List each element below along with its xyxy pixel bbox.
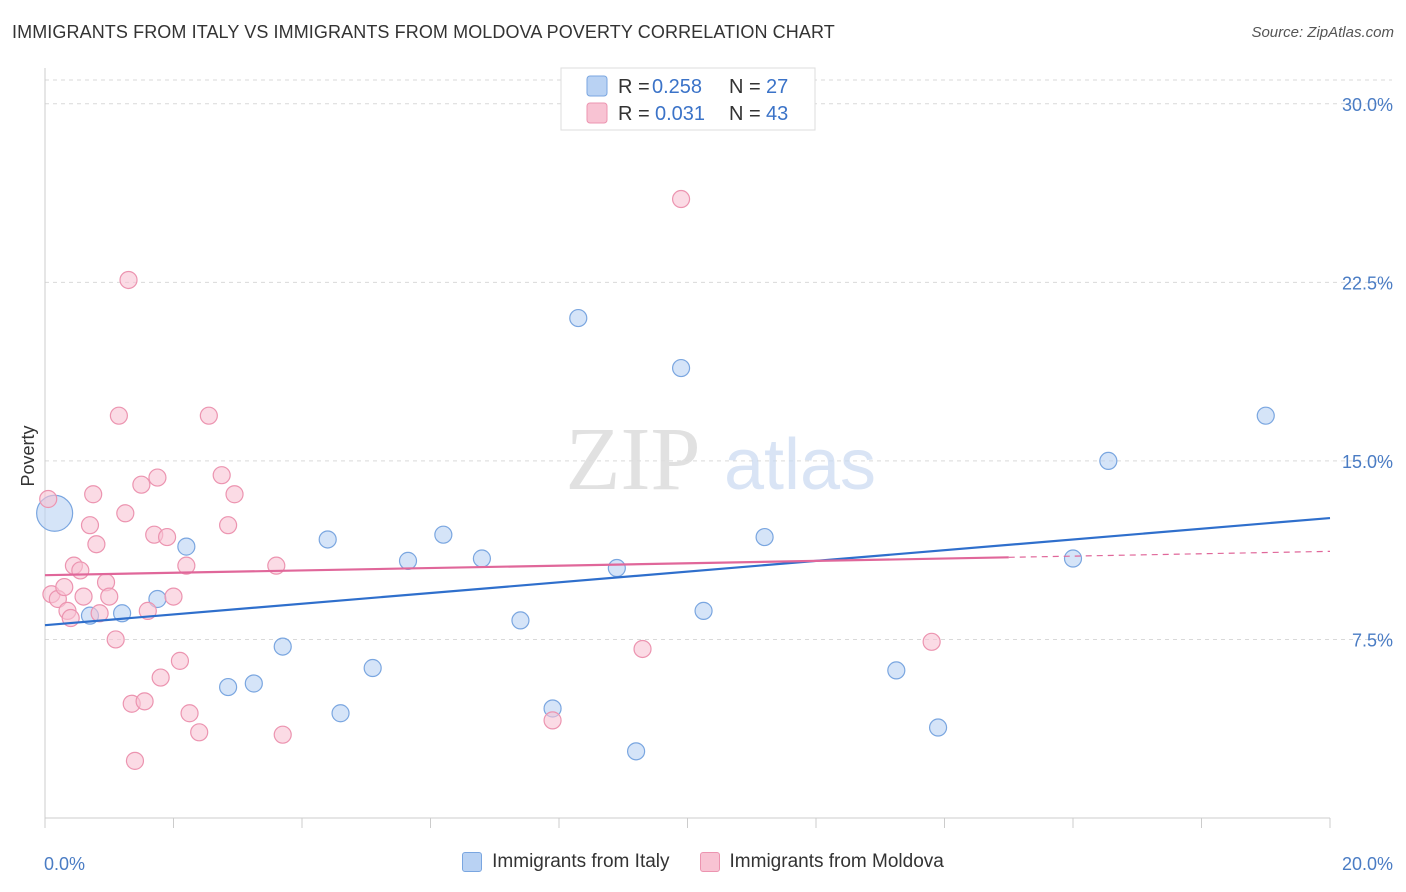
point-moldova-36 [225, 485, 244, 504]
axes [44, 68, 1331, 828]
point-moldova-9 [80, 516, 100, 535]
legend-n-value-italy: 27 [766, 76, 788, 98]
point-moldova-33 [199, 406, 218, 425]
point-moldova-26 [151, 668, 170, 687]
legend-box: R = 0.258 N = 27 R = 0.031 N = 43 [560, 67, 816, 131]
point-moldova-12 [90, 604, 109, 623]
point-italy-23 [928, 718, 948, 737]
point-moldova-30 [177, 556, 196, 575]
legend-r-value-moldova: 0.031 [655, 103, 705, 125]
x-tick-label-1: 20.0% [1342, 854, 1393, 874]
point-italy-6 [244, 674, 263, 693]
point-italy-25 [1099, 451, 1118, 471]
source-label: Source: ZipAtlas.com [1251, 24, 1394, 41]
point-italy-7 [273, 637, 292, 656]
point-moldova-27 [157, 527, 177, 547]
point-italy-8 [318, 530, 337, 549]
chart-title: IMMIGRANTS FROM ITALY VS IMMIGRANTS FROM… [12, 22, 835, 42]
point-italy-26 [1256, 406, 1275, 425]
y-tick-label-1: 15.0% [1342, 452, 1393, 472]
point-italy-24 [1063, 549, 1083, 568]
bottom-legend: Immigrants from Italy Immigrants from Mo… [0, 851, 1406, 873]
bottom-legend-swatch-italy [462, 852, 483, 872]
point-italy-17 [607, 558, 626, 578]
legend-r-label-moldova: R = [618, 103, 650, 125]
trend-line-moldova-extension [1008, 550, 1331, 558]
point-moldova-31 [180, 704, 199, 723]
point-italy-14 [511, 611, 530, 630]
point-italy-22 [887, 661, 906, 680]
point-moldova-11 [87, 535, 106, 554]
point-moldova-25 [148, 468, 167, 487]
point-moldova-16 [109, 406, 128, 425]
point-italy-11 [398, 551, 418, 570]
bottom-legend-swatch-moldova [699, 852, 720, 872]
point-moldova-23 [138, 601, 157, 620]
point-italy-13 [472, 549, 491, 568]
series-moldova-points [39, 189, 941, 770]
point-italy-12 [434, 525, 453, 544]
legend-swatch-moldova [586, 102, 608, 124]
x-tick-label-0: 0.0% [44, 854, 85, 874]
point-moldova-3 [55, 577, 74, 597]
point-moldova-22 [135, 692, 154, 711]
point-italy-9 [331, 704, 350, 723]
watermark-atlas: atlas [724, 425, 876, 505]
point-moldova-32 [190, 723, 209, 742]
legend-r-value-italy: 0.258 [652, 76, 702, 98]
y-tick-label-0: 7.5% [1352, 630, 1393, 650]
point-moldova-14 [100, 587, 119, 606]
bottom-legend-label-italy: Immigrants from Italy [492, 851, 670, 872]
y-tick-label-3: 30.0% [1342, 95, 1393, 115]
point-italy-19 [671, 358, 691, 378]
trend-line-moldova [44, 556, 1009, 577]
point-moldova-39 [543, 711, 562, 730]
point-moldova-0 [39, 489, 58, 509]
point-italy-16 [569, 308, 588, 328]
trend-line-italy [44, 516, 1331, 627]
point-moldova-17 [116, 504, 135, 523]
point-moldova-28 [164, 587, 183, 606]
grid-lines [45, 79, 1392, 640]
series-italy-points [36, 308, 1275, 761]
point-moldova-20 [125, 751, 145, 770]
point-moldova-7 [71, 561, 90, 580]
point-italy-21 [755, 527, 774, 547]
point-italy-18 [626, 742, 646, 761]
point-italy-5 [219, 677, 238, 697]
legend-n-value-moldova: 43 [766, 103, 788, 125]
point-moldova-40 [633, 639, 652, 659]
legend-n-label-italy: N = [729, 76, 761, 98]
bottom-legend-moldova: Immigrants from Moldova [699, 851, 944, 873]
point-moldova-21 [132, 475, 151, 494]
watermark-zip: ZIP [566, 410, 701, 509]
point-moldova-35 [219, 516, 238, 535]
point-moldova-34 [212, 466, 231, 485]
point-moldova-29 [170, 651, 190, 670]
point-moldova-18 [119, 270, 138, 290]
legend-swatch-italy [586, 75, 608, 97]
watermark: ZIP atlas [566, 410, 877, 509]
point-italy-20 [694, 601, 713, 620]
point-italy-4 [177, 537, 196, 556]
tick-labels: 7.5% 15.0% 22.5% 30.0% 0.0% 20.0% [44, 95, 1393, 874]
trend-lines [44, 516, 1331, 627]
point-moldova-15 [106, 630, 125, 649]
legend-n-label-moldova: N = [729, 103, 761, 125]
y-tick-label-2: 22.5% [1342, 273, 1393, 293]
point-moldova-38 [273, 725, 292, 744]
point-moldova-8 [74, 587, 93, 606]
point-moldova-41 [671, 189, 691, 209]
point-moldova-10 [84, 485, 103, 504]
y-axis-label: Poverty [18, 425, 38, 486]
point-moldova-42 [922, 632, 941, 651]
bottom-legend-italy: Immigrants from Italy [462, 851, 670, 873]
bottom-legend-label-moldova: Immigrants from Moldova [729, 851, 944, 872]
point-italy-10 [363, 658, 382, 678]
legend-r-label-italy: R = [618, 76, 650, 98]
